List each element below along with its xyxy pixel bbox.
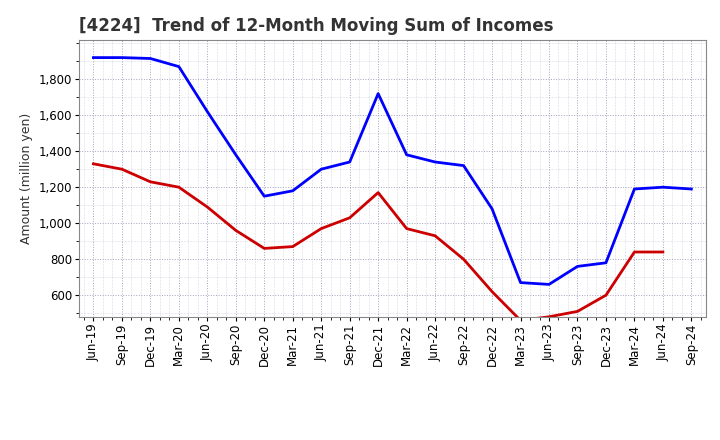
- Ordinary Income: [573, 264, 582, 269]
- Net Income: [402, 226, 411, 231]
- Ordinary Income: [289, 188, 297, 194]
- Ordinary Income: [374, 91, 382, 96]
- Ordinary Income: [402, 152, 411, 158]
- Net Income: [431, 233, 439, 238]
- Ordinary Income: [545, 282, 554, 287]
- Net Income: [146, 179, 155, 184]
- Ordinary Income: [687, 187, 696, 192]
- Net Income: [117, 167, 126, 172]
- Ordinary Income: [602, 260, 611, 265]
- Ordinary Income: [232, 152, 240, 158]
- Ordinary Income: [174, 64, 183, 69]
- Ordinary Income: [203, 109, 212, 114]
- Net Income: [89, 161, 98, 166]
- Net Income: [602, 293, 611, 298]
- Net Income: [232, 228, 240, 233]
- Ordinary Income: [431, 159, 439, 165]
- Ordinary Income: [260, 194, 269, 199]
- Net Income: [659, 249, 667, 255]
- Line: Net Income: Net Income: [94, 164, 663, 320]
- Net Income: [630, 249, 639, 255]
- Net Income: [346, 215, 354, 220]
- Ordinary Income: [459, 163, 468, 168]
- Net Income: [459, 257, 468, 262]
- Ordinary Income: [346, 159, 354, 165]
- Line: Ordinary Income: Ordinary Income: [94, 58, 691, 284]
- Net Income: [573, 309, 582, 314]
- Ordinary Income: [317, 167, 325, 172]
- Net Income: [260, 246, 269, 251]
- Net Income: [289, 244, 297, 249]
- Net Income: [317, 226, 325, 231]
- Ordinary Income: [659, 184, 667, 190]
- Ordinary Income: [146, 56, 155, 61]
- Net Income: [203, 204, 212, 209]
- Ordinary Income: [117, 55, 126, 60]
- Net Income: [374, 190, 382, 195]
- Net Income: [174, 184, 183, 190]
- Ordinary Income: [516, 280, 525, 285]
- Net Income: [545, 314, 554, 319]
- Y-axis label: Amount (million yen): Amount (million yen): [20, 113, 33, 244]
- Net Income: [487, 289, 496, 294]
- Ordinary Income: [630, 187, 639, 192]
- Net Income: [516, 318, 525, 323]
- Ordinary Income: [487, 206, 496, 212]
- Ordinary Income: [89, 55, 98, 60]
- Text: [4224]  Trend of 12-Month Moving Sum of Incomes: [4224] Trend of 12-Month Moving Sum of I…: [79, 17, 554, 35]
